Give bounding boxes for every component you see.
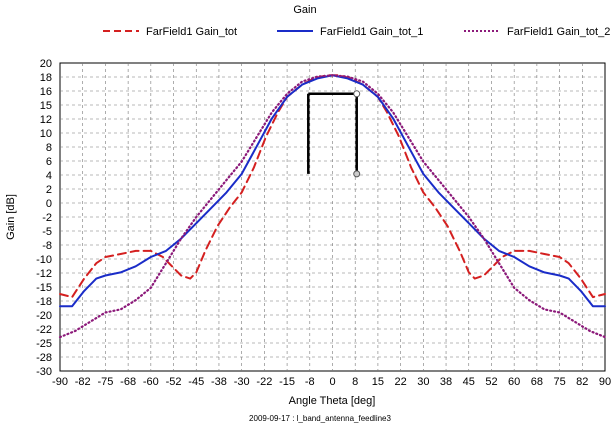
x-tick-label: 22 <box>395 376 407 388</box>
x-tick-label: -30 <box>234 376 250 388</box>
y-tick-label: 0 <box>46 198 52 210</box>
y-tick-label: -2 <box>42 212 52 224</box>
y-axis-label: Gain [dB] <box>5 194 17 240</box>
x-tick-label: 15 <box>372 376 384 388</box>
chart-legend: FarField1 Gain_tot FarField1 Gain_tot_1 … <box>103 26 610 38</box>
y-tick-label: 16 <box>40 86 52 98</box>
x-tick-label: -90 <box>52 376 68 388</box>
x-tick-label: 68 <box>531 376 543 388</box>
y-tick-label: -22 <box>36 324 52 336</box>
marker-handle-bottom <box>354 171 360 177</box>
y-tick-label: 12 <box>40 114 52 126</box>
x-tick-label: 82 <box>576 376 588 388</box>
marker-handle-top <box>354 91 360 97</box>
x-tick-label: 52 <box>485 376 497 388</box>
y-tick-label: 2 <box>46 184 52 196</box>
y-tick-label: 10 <box>40 128 52 140</box>
y-tick-label: 20 <box>40 58 52 70</box>
x-tick-label: 60 <box>508 376 520 388</box>
y-tick-label: -20 <box>36 310 52 322</box>
x-tick-label: -22 <box>256 376 272 388</box>
x-tick-label: -45 <box>188 376 204 388</box>
x-tick-label: 38 <box>440 376 452 388</box>
x-tick-label: -82 <box>75 376 91 388</box>
x-tick-label: 30 <box>417 376 429 388</box>
y-tick-label: -18 <box>36 296 52 308</box>
x-tick-label: -38 <box>211 376 227 388</box>
y-tick-label: 18 <box>40 72 52 84</box>
y-tick-label: 6 <box>46 156 52 168</box>
y-tick-label: 8 <box>46 142 52 154</box>
legend-label-gain-tot-2: FarField1 Gain_tot_2 <box>507 26 610 38</box>
y-tick-label: -5 <box>42 226 52 238</box>
y-tick-label: -10 <box>36 254 52 266</box>
legend-label-gain-tot-1: FarField1 Gain_tot_1 <box>320 26 423 38</box>
y-tick-label: -12 <box>36 268 52 280</box>
legend-label-gain-tot: FarField1 Gain_tot <box>146 26 237 38</box>
x-tick-label: 0 <box>329 376 335 388</box>
y-tick-label: 4 <box>46 170 52 182</box>
x-tick-label: -68 <box>120 376 136 388</box>
x-tick-label: -15 <box>279 376 295 388</box>
y-tick-label: -8 <box>42 240 52 252</box>
chart-title: Gain <box>293 4 316 16</box>
y-tick-label: -30 <box>36 366 52 378</box>
x-tick-labels: -90 -82 -75 -68 -60 -52 -45 -38 -30 -22 -15 -8 0 8 15 2… <box>52 376 611 388</box>
y-tick-label: 15 <box>40 100 52 112</box>
y-tick-label: -25 <box>36 338 52 350</box>
y-tick-label: -15 <box>36 282 52 294</box>
x-tick-label: 45 <box>463 376 475 388</box>
x-tick-label: 90 <box>599 376 611 388</box>
y-tick-labels: 20181615121086420-2-5-8-10-12-15-18-20-2… <box>36 58 52 378</box>
x-tick-label: -60 <box>143 376 159 388</box>
x-tick-label: 8 <box>352 376 358 388</box>
x-tick-label: -75 <box>97 376 113 388</box>
x-tick-label: -52 <box>166 376 182 388</box>
x-axis-label: Angle Theta [deg] <box>289 395 376 407</box>
x-tick-label: 75 <box>553 376 565 388</box>
y-tick-label: -28 <box>36 352 52 364</box>
footnote: 2009-09-17 : l_band_antenna_feedline3 <box>249 414 391 423</box>
x-tick-label: -8 <box>305 376 315 388</box>
